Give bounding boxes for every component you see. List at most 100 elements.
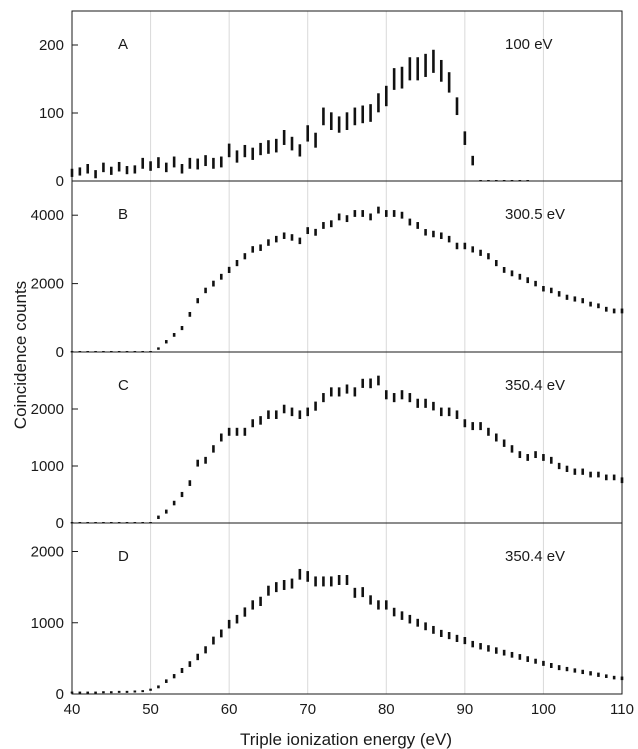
data-point: [243, 253, 247, 260]
data-point: [314, 576, 317, 587]
data-point: [620, 308, 624, 314]
data-point: [471, 640, 475, 648]
data-point: [172, 333, 176, 337]
data-point: [274, 410, 278, 419]
data-point: [251, 147, 255, 160]
data-point: [510, 270, 514, 277]
data-point: [581, 669, 585, 675]
data-point: [102, 691, 105, 694]
data-point: [494, 647, 498, 654]
data-point: [463, 419, 467, 428]
y-tick-label: 1000: [31, 615, 64, 632]
x-tick-label: 50: [142, 701, 159, 718]
data-point: [196, 298, 200, 304]
data-point: [235, 614, 239, 624]
data-point: [196, 158, 200, 170]
data-point: [557, 291, 561, 297]
data-point: [235, 150, 239, 163]
y-tick-label: 100: [39, 105, 64, 122]
data-point: [329, 112, 333, 130]
y-axis-label: Coincidence counts: [11, 281, 30, 429]
data-point: [400, 390, 404, 400]
data-point: [141, 690, 145, 693]
data-point: [542, 454, 545, 461]
data-point: [314, 132, 317, 148]
data-point: [416, 618, 420, 627]
data-point: [455, 242, 459, 250]
data-point: [620, 477, 624, 484]
data-point: [243, 607, 247, 617]
data-point: [298, 568, 302, 580]
data-point: [204, 646, 207, 654]
data-point: [306, 571, 310, 582]
data-point: [322, 107, 325, 126]
data-point: [565, 294, 569, 300]
panel-frame: [71, 522, 623, 695]
data-point: [416, 222, 420, 229]
data-point: [306, 125, 310, 142]
data-point: [447, 632, 451, 640]
data-point: [439, 232, 443, 239]
data-point: [212, 636, 215, 645]
data-point: [361, 105, 365, 124]
data-point: [463, 637, 467, 645]
data-point: [164, 679, 168, 683]
data-point: [274, 235, 278, 243]
data-point: [581, 468, 585, 475]
data-point: [267, 140, 270, 154]
chart-panels: 0 100 200 A 100 eV 0 2000 4000 B 300.5 eV 0 1000 200…: [31, 10, 624, 703]
x-tick-label: 80: [378, 701, 395, 718]
data-point: [487, 645, 490, 652]
data-point: [102, 162, 105, 173]
data-point: [432, 49, 435, 73]
data-point: [70, 168, 74, 177]
data-point: [620, 676, 624, 681]
data-point: [298, 237, 302, 245]
data-point: [518, 451, 522, 459]
data-point: [557, 665, 561, 671]
x-tick-label: 90: [457, 701, 474, 718]
data-point: [589, 471, 592, 478]
data-point: [534, 280, 537, 287]
y-tick-label: 2000: [31, 276, 64, 293]
data-point: [172, 500, 176, 506]
panel-label: B: [118, 206, 128, 223]
data-series: [70, 49, 530, 182]
data-point: [141, 157, 145, 169]
data-point: [204, 456, 207, 464]
data-point: [274, 138, 278, 153]
panel-c: 0 1000 2000 C 350.4 eV: [31, 351, 624, 532]
y-tick-label: 0: [56, 515, 64, 532]
data-point: [290, 136, 294, 151]
data-point: [329, 576, 333, 587]
data-point: [604, 674, 608, 678]
data-point: [589, 301, 592, 307]
data-point: [267, 410, 270, 419]
data-point: [526, 277, 530, 284]
data-point: [133, 165, 137, 174]
data-point: [267, 585, 270, 596]
data-point: [109, 166, 113, 175]
data-point: [400, 66, 404, 89]
data-point: [416, 398, 420, 408]
data-point: [345, 215, 349, 223]
data-point: [455, 97, 459, 116]
data-point: [526, 656, 530, 662]
data-point: [361, 210, 365, 217]
data-point: [534, 451, 537, 459]
data-point: [78, 691, 82, 694]
data-point: [157, 347, 160, 350]
data-point: [345, 384, 349, 394]
data-point: [384, 210, 388, 217]
data-point: [227, 266, 231, 273]
data-point: [157, 685, 160, 689]
data-point: [400, 211, 404, 219]
data-point: [479, 249, 482, 256]
data-point: [377, 600, 380, 610]
data-point: [314, 401, 317, 411]
data-point: [125, 690, 129, 693]
data-point: [479, 643, 482, 650]
data-point: [157, 157, 160, 169]
data-point: [408, 393, 412, 403]
data-point: [549, 456, 553, 464]
